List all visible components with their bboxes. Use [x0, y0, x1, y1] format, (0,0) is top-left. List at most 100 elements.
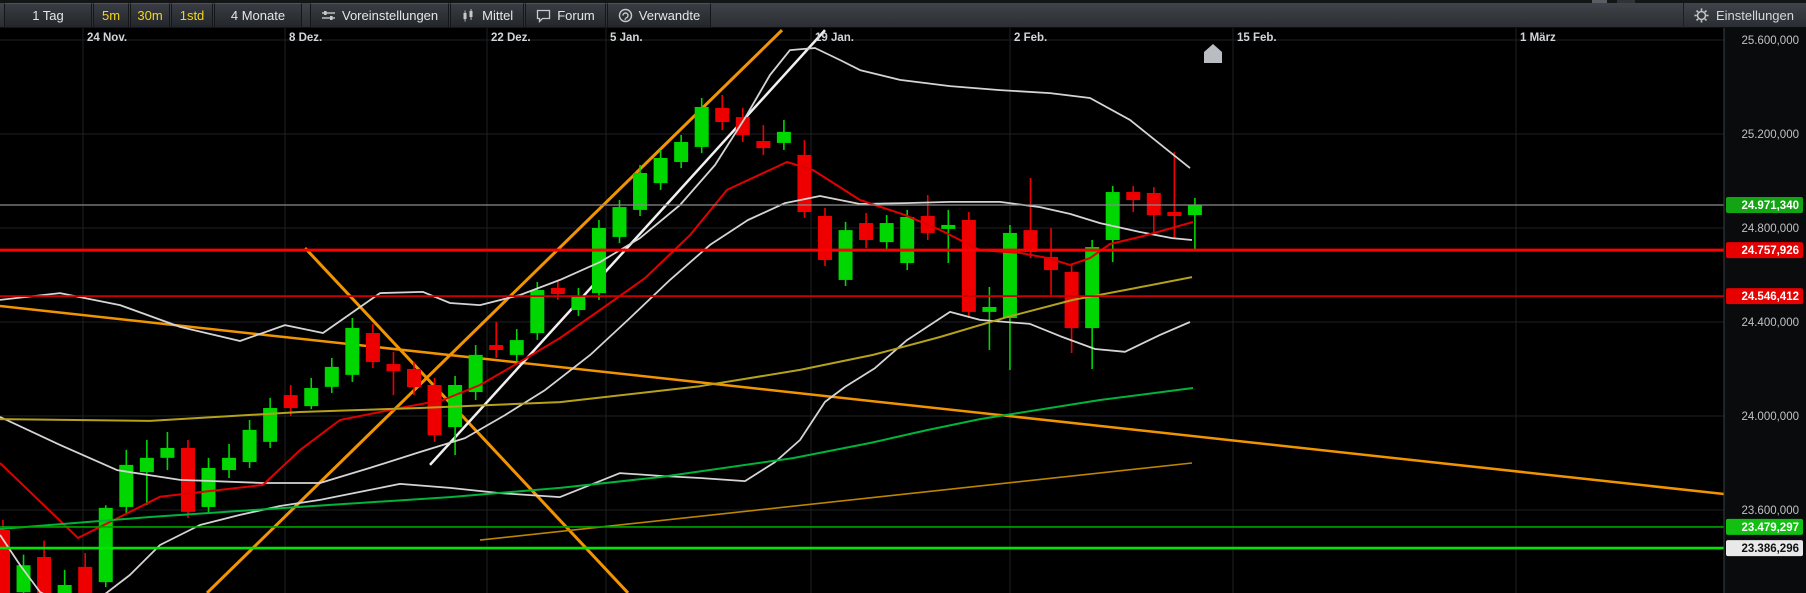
candle [776, 119, 791, 150]
candle [242, 419, 257, 468]
price-badge: 24.546,412 [1726, 288, 1803, 305]
range-button-4monate[interactable]: 4 Monate [214, 3, 302, 28]
candle [735, 107, 750, 142]
candle [982, 286, 997, 350]
candle [674, 134, 689, 169]
price-label: 24.000,000 [1741, 411, 1799, 423]
speech-bubble-icon [536, 8, 551, 23]
candle [694, 98, 709, 154]
date-label: 2 Feb. [1014, 32, 1047, 44]
chart-toolbar: 1 Tag 5m 30m 1std 4 Monate Voreinstellun… [0, 0, 1806, 28]
candle [1023, 177, 1038, 259]
candle [407, 361, 421, 396]
overlay-bollinger-middle [0, 195, 1193, 484]
sliders-icon [321, 8, 336, 23]
candle [468, 345, 483, 401]
related-eye-icon [618, 8, 633, 23]
candle [16, 554, 31, 593]
candle [78, 553, 93, 593]
price-badge: 24.971,340 [1726, 196, 1803, 213]
overlay-bollinger-lower [0, 310, 1191, 593]
price-axis-labels: 25.600,000 25.200,000 24.800,000 24.400,000… [1741, 35, 1799, 517]
button-label: 1std [179, 8, 205, 23]
button-label: Forum [557, 8, 595, 23]
button-label: 4 Monate [230, 8, 286, 23]
candle [201, 457, 216, 514]
date-label: 15 Feb. [1237, 32, 1277, 44]
candle [119, 449, 134, 514]
candle [1126, 185, 1141, 213]
overlay-ema-red [0, 161, 1194, 539]
candle [818, 208, 832, 267]
candle [365, 324, 380, 369]
button-label: 5m [101, 8, 121, 23]
candle [283, 384, 298, 416]
verwandte-button[interactable]: Verwandte [606, 3, 712, 28]
svg-text:24.971,340: 24.971,340 [1741, 200, 1799, 212]
candle [1187, 197, 1202, 252]
candle [859, 212, 874, 248]
button-label: Verwandte [638, 8, 701, 23]
settings-button[interactable]: Einstellungen [1682, 3, 1806, 28]
price-axis-gutter [1724, 28, 1806, 593]
candle [0, 519, 10, 593]
candle [653, 149, 668, 190]
candle [591, 220, 606, 300]
top-strip-segment [1617, 0, 1635, 3]
trendline-orange-long-down [0, 304, 1724, 496]
settings-label: Einstellungen [1715, 8, 1794, 23]
svg-text:24.757,926: 24.757,926 [1741, 245, 1799, 257]
candle [222, 443, 237, 479]
candle [345, 318, 360, 382]
timeframe-button-1tag[interactable]: 1 Tag [4, 3, 92, 28]
price-badge: 23.386,296 [1726, 540, 1803, 557]
trendline-orange-steep-down [303, 246, 630, 593]
candle [838, 221, 853, 287]
candle [1146, 187, 1161, 236]
button-label: 1 Tag [32, 8, 64, 23]
overlay-ma-olive [0, 276, 1193, 422]
price-label: 25.600,000 [1741, 35, 1799, 47]
plot-area [0, 29, 1724, 593]
candle [612, 200, 627, 244]
candle [324, 357, 339, 393]
timeframe-button-1std[interactable]: 1std [171, 3, 213, 28]
button-label: Mittel [482, 8, 514, 23]
candle [98, 505, 113, 588]
timeframe-button-5m[interactable]: 5m [93, 3, 129, 28]
window-top-strip [0, 0, 1806, 3]
date-axis-labels: 24 Nov. 8 Dez. 22 Dez. 5 Jan. 19 Jan. 2 Feb. 1… [87, 32, 1556, 44]
price-badge: 24.757,926 [1726, 242, 1803, 259]
candle [386, 352, 401, 396]
svg-text:24.546,412: 24.546,412 [1741, 291, 1799, 303]
candle [879, 215, 894, 251]
candle [715, 94, 730, 131]
toolbar-row: 1 Tag 5m 30m 1std 4 Monate Voreinstellun… [0, 3, 1806, 28]
forum-button[interactable]: Forum [525, 3, 606, 28]
mittel-button[interactable]: Mittel [450, 3, 525, 28]
price-label: 23.600,000 [1741, 505, 1799, 517]
candle [961, 212, 976, 319]
candle [1167, 152, 1182, 239]
candle [489, 322, 504, 358]
price-label: 24.800,000 [1741, 223, 1799, 235]
timeframe-button-30m[interactable]: 30m [130, 3, 170, 28]
svg-text:23.479,297: 23.479,297 [1741, 522, 1799, 534]
button-label: Voreinstellungen [342, 8, 439, 23]
date-label: 8 Dez. [289, 32, 322, 44]
candle [633, 165, 648, 217]
date-label: 24 Nov. [87, 32, 127, 44]
price-badge: 23.479,297 [1726, 518, 1803, 535]
svg-text:23.386,296: 23.386,296 [1741, 543, 1799, 555]
candle [37, 540, 52, 593]
date-label: 22 Dez. [491, 32, 531, 44]
candle [509, 329, 524, 362]
voreinstellungen-button[interactable]: Voreinstellungen [310, 3, 450, 28]
scroll-marker-icon[interactable] [1204, 44, 1222, 63]
candle [160, 431, 175, 471]
trendline-orange-rally [205, 29, 784, 593]
date-label: 1 März [1520, 32, 1556, 44]
candle [427, 377, 442, 442]
